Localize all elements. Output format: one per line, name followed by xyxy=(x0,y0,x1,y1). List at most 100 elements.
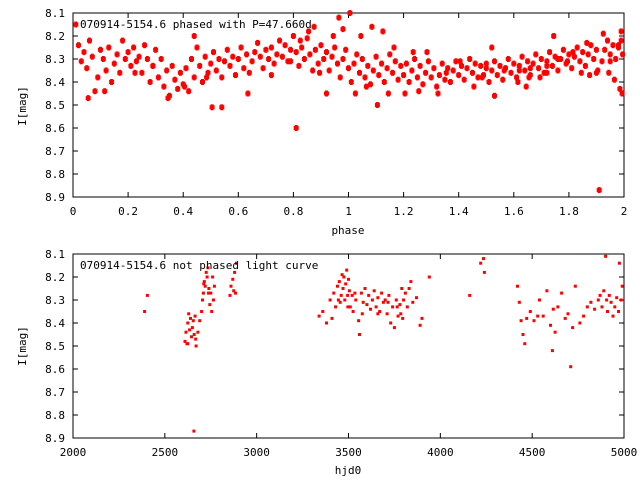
data-point xyxy=(102,88,108,95)
data-point xyxy=(427,275,431,279)
data-point xyxy=(344,282,348,286)
data-point xyxy=(201,291,205,295)
data-point xyxy=(194,44,200,51)
data-point xyxy=(336,298,340,302)
data-point xyxy=(337,280,341,284)
data-point xyxy=(143,310,147,313)
data-point xyxy=(306,28,312,35)
data-point xyxy=(418,323,422,327)
data-point xyxy=(184,330,188,334)
data-point xyxy=(398,303,402,307)
data-point xyxy=(359,291,363,295)
data-point xyxy=(381,300,385,304)
data-point xyxy=(385,312,389,316)
data-point xyxy=(125,49,131,56)
data-point xyxy=(552,53,558,60)
data-point xyxy=(288,58,294,65)
data-point xyxy=(318,42,324,49)
data-point xyxy=(114,51,120,58)
data-point xyxy=(399,312,403,316)
data-point xyxy=(468,293,472,297)
data-point xyxy=(193,314,197,318)
data-point xyxy=(85,95,91,102)
data-point xyxy=(341,287,345,290)
data-point xyxy=(260,65,266,72)
data-point xyxy=(380,291,384,295)
data-point xyxy=(321,310,325,313)
data-point xyxy=(372,289,376,293)
data-point xyxy=(615,296,619,300)
data-point xyxy=(471,83,477,90)
data-point xyxy=(420,316,424,320)
data-point xyxy=(285,58,291,65)
data-point xyxy=(186,321,190,325)
data-point xyxy=(412,56,418,62)
data-point xyxy=(613,56,619,62)
data-point xyxy=(551,33,557,39)
data-point xyxy=(391,305,395,309)
data-point xyxy=(391,44,397,51)
data-point xyxy=(447,79,453,85)
data-point xyxy=(457,58,463,65)
data-point xyxy=(585,51,591,58)
data-point xyxy=(607,58,613,65)
data-point xyxy=(346,305,350,309)
data-point xyxy=(415,296,418,300)
data-point xyxy=(324,49,329,56)
data-point xyxy=(249,58,255,65)
data-point xyxy=(208,303,212,307)
data-point xyxy=(569,365,573,369)
y-tick-label: 8.7 xyxy=(45,386,65,399)
data-point xyxy=(277,37,283,44)
data-point xyxy=(523,83,529,90)
data-point xyxy=(585,305,589,309)
data-point xyxy=(482,270,486,274)
data-point xyxy=(324,90,329,97)
unphased-light-curve-panel: 2000 2500 3000 3500 4000 4500 5000 8.18.28.38.… xyxy=(16,248,637,477)
data-point xyxy=(363,83,369,90)
y-tick-label: 8.8 xyxy=(45,168,65,181)
y-tick-label: 8.8 xyxy=(45,409,65,422)
data-point xyxy=(613,305,617,309)
data-point xyxy=(210,310,214,313)
data-point xyxy=(497,62,503,69)
data-point xyxy=(202,53,208,60)
data-point xyxy=(392,58,398,65)
data-point xyxy=(525,58,531,65)
data-point xyxy=(398,62,404,69)
data-point xyxy=(204,270,208,274)
x-tick-labels: 0 0.2 0.4 0.6 0.8 1 1.2 1.4 1.6 1.8 2 xyxy=(70,205,628,218)
x-tick-label: 0 xyxy=(70,205,77,218)
data-point xyxy=(423,69,429,76)
data-point xyxy=(406,79,412,85)
data-point xyxy=(602,289,606,293)
data-point xyxy=(345,268,349,272)
data-point xyxy=(589,300,593,304)
data-point xyxy=(467,56,473,62)
data-point xyxy=(81,49,87,56)
data-point xyxy=(211,49,216,56)
data-point xyxy=(606,310,609,313)
data-point xyxy=(596,298,600,302)
data-point xyxy=(177,69,183,76)
x-tick-label: 2 xyxy=(621,205,628,218)
data-point xyxy=(410,49,416,56)
x-tick-label: 1 xyxy=(345,205,352,218)
data-point xyxy=(560,46,566,53)
data-point xyxy=(560,291,564,295)
data-point xyxy=(514,74,520,81)
data-point xyxy=(591,56,597,62)
data-point xyxy=(359,56,365,62)
data-point xyxy=(293,49,299,56)
data-point xyxy=(435,90,441,97)
x-tick-label: 1.8 xyxy=(559,205,579,218)
data-point xyxy=(232,289,236,293)
data-point xyxy=(617,85,623,92)
data-point xyxy=(370,298,374,302)
data-point xyxy=(541,314,545,318)
data-point xyxy=(76,42,81,49)
data-point xyxy=(201,298,204,302)
data-point xyxy=(600,305,604,309)
data-point xyxy=(315,60,321,67)
data-point xyxy=(453,58,459,65)
